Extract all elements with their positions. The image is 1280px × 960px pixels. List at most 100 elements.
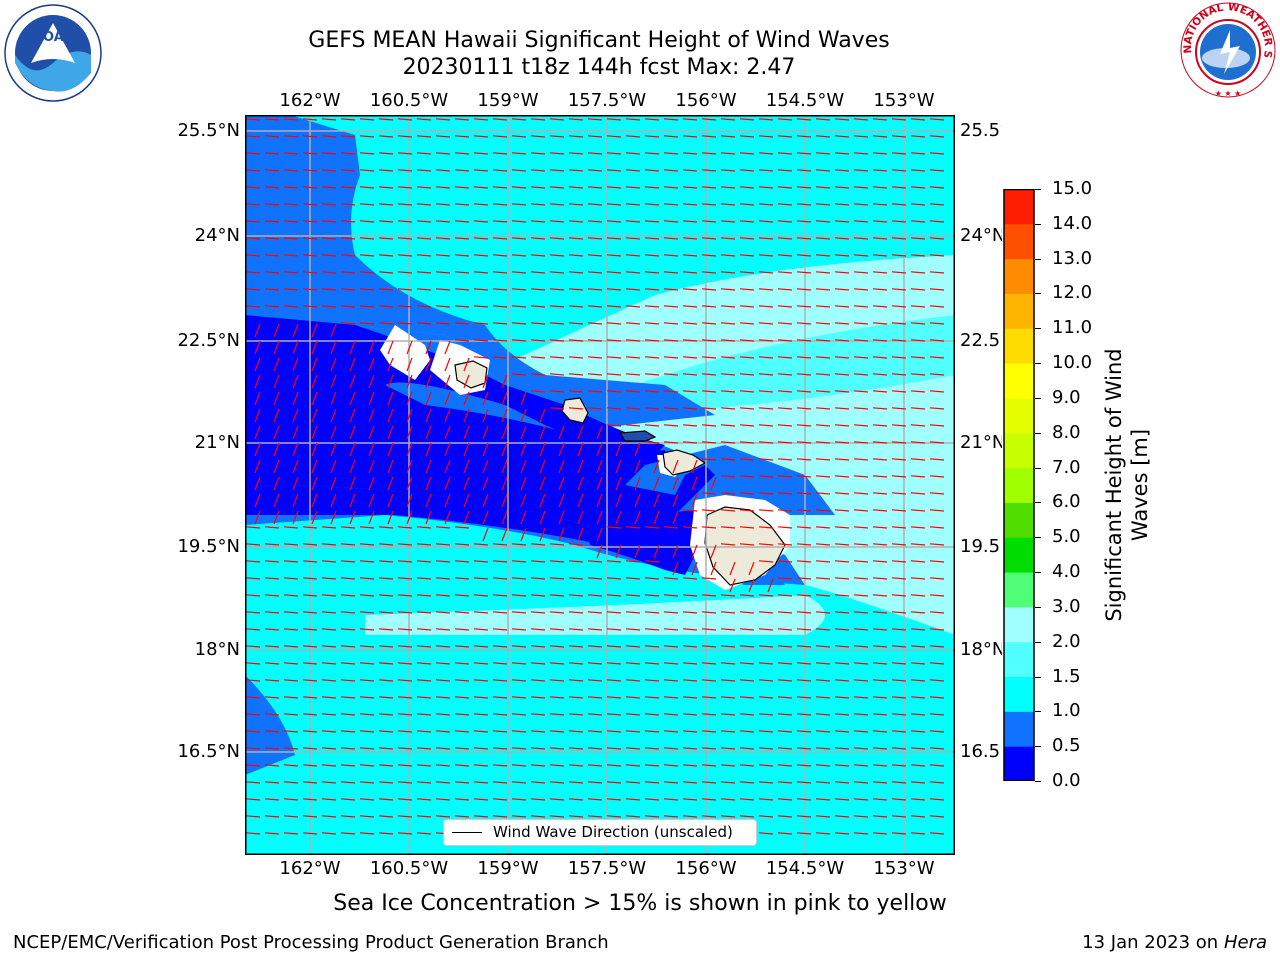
wind-wave-arrow [530,577,546,580]
wind-wave-arrow [254,374,261,389]
wind-wave-arrow [615,510,622,525]
wind-wave-arrow [758,135,774,138]
wind-wave-arrow [910,288,926,291]
wind-wave-arrow [254,442,261,457]
wind-wave-arrow [910,492,926,495]
wind-wave-arrow [663,424,679,427]
footer-date-text: 13 Jan 2023 on [1082,932,1224,953]
wind-wave-arrow [606,390,622,393]
wind-wave-arrow [815,645,831,648]
wind-wave-arrow [777,458,793,461]
wind-wave-arrow [758,407,774,410]
wind-wave-arrow [777,560,793,563]
wind-wave-arrow [568,628,584,631]
wind-wave-arrow [558,493,565,508]
wind-wave-arrow [606,288,622,291]
wind-wave-arrow [739,356,755,359]
wind-wave-arrow [492,237,508,240]
wind-wave-arrow [796,645,812,648]
wind-wave-arrow [682,339,698,342]
wind-wave-arrow [758,781,774,784]
wind-wave-arrow [387,391,394,406]
wind-wave-arrow [511,186,527,189]
wind-wave-arrow [720,747,736,750]
oahu-island [561,397,589,424]
wind-wave-arrow [397,662,413,665]
wind-wave-arrow [359,662,375,665]
wind-wave-arrow [539,476,546,491]
wind-wave-arrow [473,747,489,750]
wind-wave-arrow [796,271,812,274]
wind-wave-arrow [425,442,432,457]
wind-wave-arrow [853,220,869,223]
wind-wave-arrow [435,220,451,223]
wind-wave-arrow [330,340,337,355]
wind-wave-arrow [587,407,603,410]
wind-wave-arrow [606,628,622,631]
wind-wave-arrow [701,237,717,240]
wind-wave-arrow [587,390,603,393]
colorbar-tick-mark [1035,223,1041,225]
wind-wave-arrow [330,408,337,423]
wind-wave-arrow [929,305,945,308]
wind-wave-arrow [777,169,793,172]
lon-tick-label-bottom: 156°W [675,858,737,879]
wind-wave-arrow [549,169,565,172]
colorbar-tick-mark [1035,189,1041,190]
wind-wave-arrow [549,577,565,580]
wind-wave-arrow [691,459,698,474]
wind-wave-arrow [254,357,261,372]
wind-wave-arrow [321,237,337,240]
wind-wave-arrow [606,169,622,172]
wind-wave-arrow [549,220,565,223]
wind-wave-arrow [625,577,641,580]
wind-wave-arrow [416,135,432,138]
wind-wave-arrow [501,425,508,440]
wind-wave-arrow [359,747,375,750]
wind-wave-arrow [492,645,508,648]
wind-wave-arrow [682,322,698,325]
wind-wave-arrow [387,459,394,474]
wind-wave-arrow [359,713,375,716]
wind-wave-arrow [758,169,774,172]
wind-wave-arrow [834,696,850,699]
wind-wave-arrow [349,510,356,525]
wind-wave-arrow [891,798,907,801]
wind-wave-arrow [416,628,432,631]
wind-wave-arrow [520,459,527,474]
wind-wave-arrow [283,764,299,767]
wind-wave-arrow [302,594,318,597]
wind-wave-arrow [739,390,755,393]
wind-wave-arrow [454,526,470,529]
wind-wave-arrow [929,509,945,512]
wind-wave-arrow [587,798,603,801]
wind-wave-arrow [435,696,451,699]
wind-wave-arrow [368,510,375,525]
wind-wave-arrow [283,577,299,580]
wind-wave-arrow [549,781,565,784]
wind-wave-arrow [302,254,318,257]
wind-wave-arrow [910,509,926,512]
wind-wave-arrow [492,305,508,308]
wind-wave-arrow [577,476,584,491]
wind-wave-arrow [644,441,660,444]
wind-wave-arrow [558,476,565,491]
wind-wave-arrow [682,288,698,291]
wind-wave-arrow [758,628,774,631]
wind-wave-arrow [501,391,508,406]
footer-host: Hera [1223,932,1267,953]
wind-wave-arrow [777,356,793,359]
wind-wave-arrow [530,611,546,614]
wave-zone-0-0.5m-south [585,510,705,575]
colorbar-tick-mark [1035,467,1041,469]
wind-wave-arrow [853,254,869,257]
wind-wave-arrow [577,459,584,474]
wind-wave-arrow [473,611,489,614]
wind-wave-arrow [910,764,926,767]
wind-wave-arrow [492,152,508,155]
wind-wave-map [245,115,955,855]
wind-wave-arrow [872,135,888,138]
wind-wave-arrow [568,152,584,155]
wind-wave-arrow [929,254,945,257]
wind-wave-arrow [416,560,432,563]
